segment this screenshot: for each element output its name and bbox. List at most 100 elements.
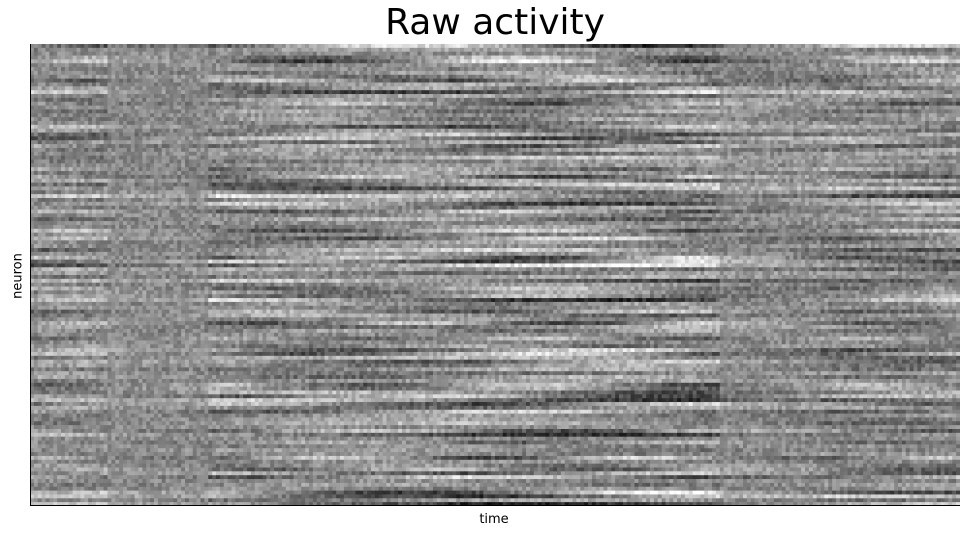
heatmap-cell <box>363 75 367 79</box>
heatmap-cell <box>344 94 348 98</box>
heatmap-cell <box>445 79 449 83</box>
heatmap-cell <box>61 90 65 94</box>
heatmap-cell <box>100 102 104 106</box>
heatmap-cell <box>247 67 251 71</box>
heatmap-cell <box>890 59 894 63</box>
heatmap-cell <box>619 48 623 52</box>
heatmap-cell <box>100 121 104 125</box>
heatmap-cell <box>553 117 557 121</box>
heatmap-cell <box>689 121 693 125</box>
heatmap-cell <box>437 102 441 106</box>
heatmap-cell <box>894 79 898 83</box>
heatmap-cell <box>821 94 825 98</box>
heatmap-cell <box>146 48 150 52</box>
heatmap-cell <box>46 102 50 106</box>
heatmap-cell <box>255 48 259 52</box>
heatmap-cell <box>759 109 763 113</box>
heatmap-cell <box>902 106 906 110</box>
heatmap-cell <box>910 106 914 110</box>
heatmap-cell <box>119 94 123 98</box>
heatmap-cell <box>379 121 383 125</box>
heatmap-cell <box>456 98 460 102</box>
heatmap-cell <box>286 102 290 106</box>
heatmap-cell <box>956 113 960 117</box>
heatmap-cell <box>328 63 332 67</box>
heatmap-cell <box>902 117 906 121</box>
heatmap-cell <box>410 121 414 125</box>
heatmap-cell <box>910 102 914 106</box>
heatmap-cell <box>390 79 394 83</box>
heatmap-cell <box>731 44 735 48</box>
heatmap-cell <box>720 98 724 102</box>
heatmap-cell <box>429 86 433 90</box>
heatmap-cell <box>235 106 239 110</box>
heatmap-cell <box>646 94 650 98</box>
heatmap-cell <box>278 56 282 60</box>
heatmap-cell <box>336 98 340 102</box>
heatmap-cell <box>828 44 832 48</box>
heatmap-cell <box>104 109 108 113</box>
heatmap-cell <box>142 48 146 52</box>
heatmap-cell <box>309 83 313 87</box>
heatmap-cell <box>100 79 104 83</box>
heatmap-cell <box>181 59 185 63</box>
heatmap-cell <box>220 56 224 60</box>
heatmap-cell <box>313 90 317 94</box>
heatmap-cell <box>127 67 131 71</box>
heatmap-cell <box>348 52 352 56</box>
heatmap-cell <box>135 106 139 110</box>
heatmap-cell <box>359 63 363 67</box>
heatmap-cell <box>69 121 73 125</box>
heatmap-cell <box>30 52 34 56</box>
heatmap-cell <box>906 86 910 90</box>
heatmap-cell <box>181 63 185 67</box>
heatmap-cell <box>883 94 887 98</box>
heatmap-cell <box>739 102 743 106</box>
heatmap-cell <box>294 117 298 121</box>
heatmap-cell <box>150 113 154 117</box>
heatmap-cell <box>604 121 608 125</box>
heatmap-cell <box>863 71 867 75</box>
heatmap-cell <box>557 79 561 83</box>
heatmap-cell <box>135 117 139 121</box>
heatmap-cell <box>883 109 887 113</box>
heatmap-cell <box>526 106 530 110</box>
heatmap-cell <box>886 94 890 98</box>
heatmap-cell <box>154 71 158 75</box>
heatmap-cell <box>34 98 38 102</box>
heatmap-cell <box>340 79 344 83</box>
heatmap-cell <box>573 56 577 60</box>
heatmap-cell <box>619 44 623 48</box>
heatmap-cell <box>530 48 534 52</box>
heatmap-cell <box>464 52 468 56</box>
heatmap-cell <box>34 67 38 71</box>
heatmap-cell <box>592 56 596 60</box>
heatmap-cell <box>495 75 499 79</box>
heatmap-cell <box>278 75 282 79</box>
heatmap-cell <box>948 86 952 90</box>
heatmap-cell <box>88 75 92 79</box>
heatmap-cell <box>813 98 817 102</box>
heatmap-cell <box>266 56 270 60</box>
heatmap-cell <box>596 75 600 79</box>
heatmap-cell <box>886 109 890 113</box>
heatmap-cell <box>441 102 445 106</box>
heatmap-cell <box>627 48 631 52</box>
heatmap-cell <box>328 79 332 83</box>
heatmap-cell <box>530 117 534 121</box>
heatmap-cell <box>290 63 294 67</box>
heatmap-cell <box>514 59 518 63</box>
heatmap-cell <box>445 90 449 94</box>
heatmap-cell <box>406 48 410 52</box>
heatmap-cell <box>398 48 402 52</box>
heatmap-cell <box>817 109 821 113</box>
heatmap-cell <box>340 102 344 106</box>
heatmap-cell <box>945 52 949 56</box>
heatmap-cell <box>425 106 429 110</box>
heatmap-cell <box>402 86 406 90</box>
heatmap-cell <box>131 113 135 117</box>
heatmap-cell <box>852 83 856 87</box>
heatmap-cell <box>553 94 557 98</box>
heatmap-cell <box>898 106 902 110</box>
heatmap-cell <box>348 59 352 63</box>
